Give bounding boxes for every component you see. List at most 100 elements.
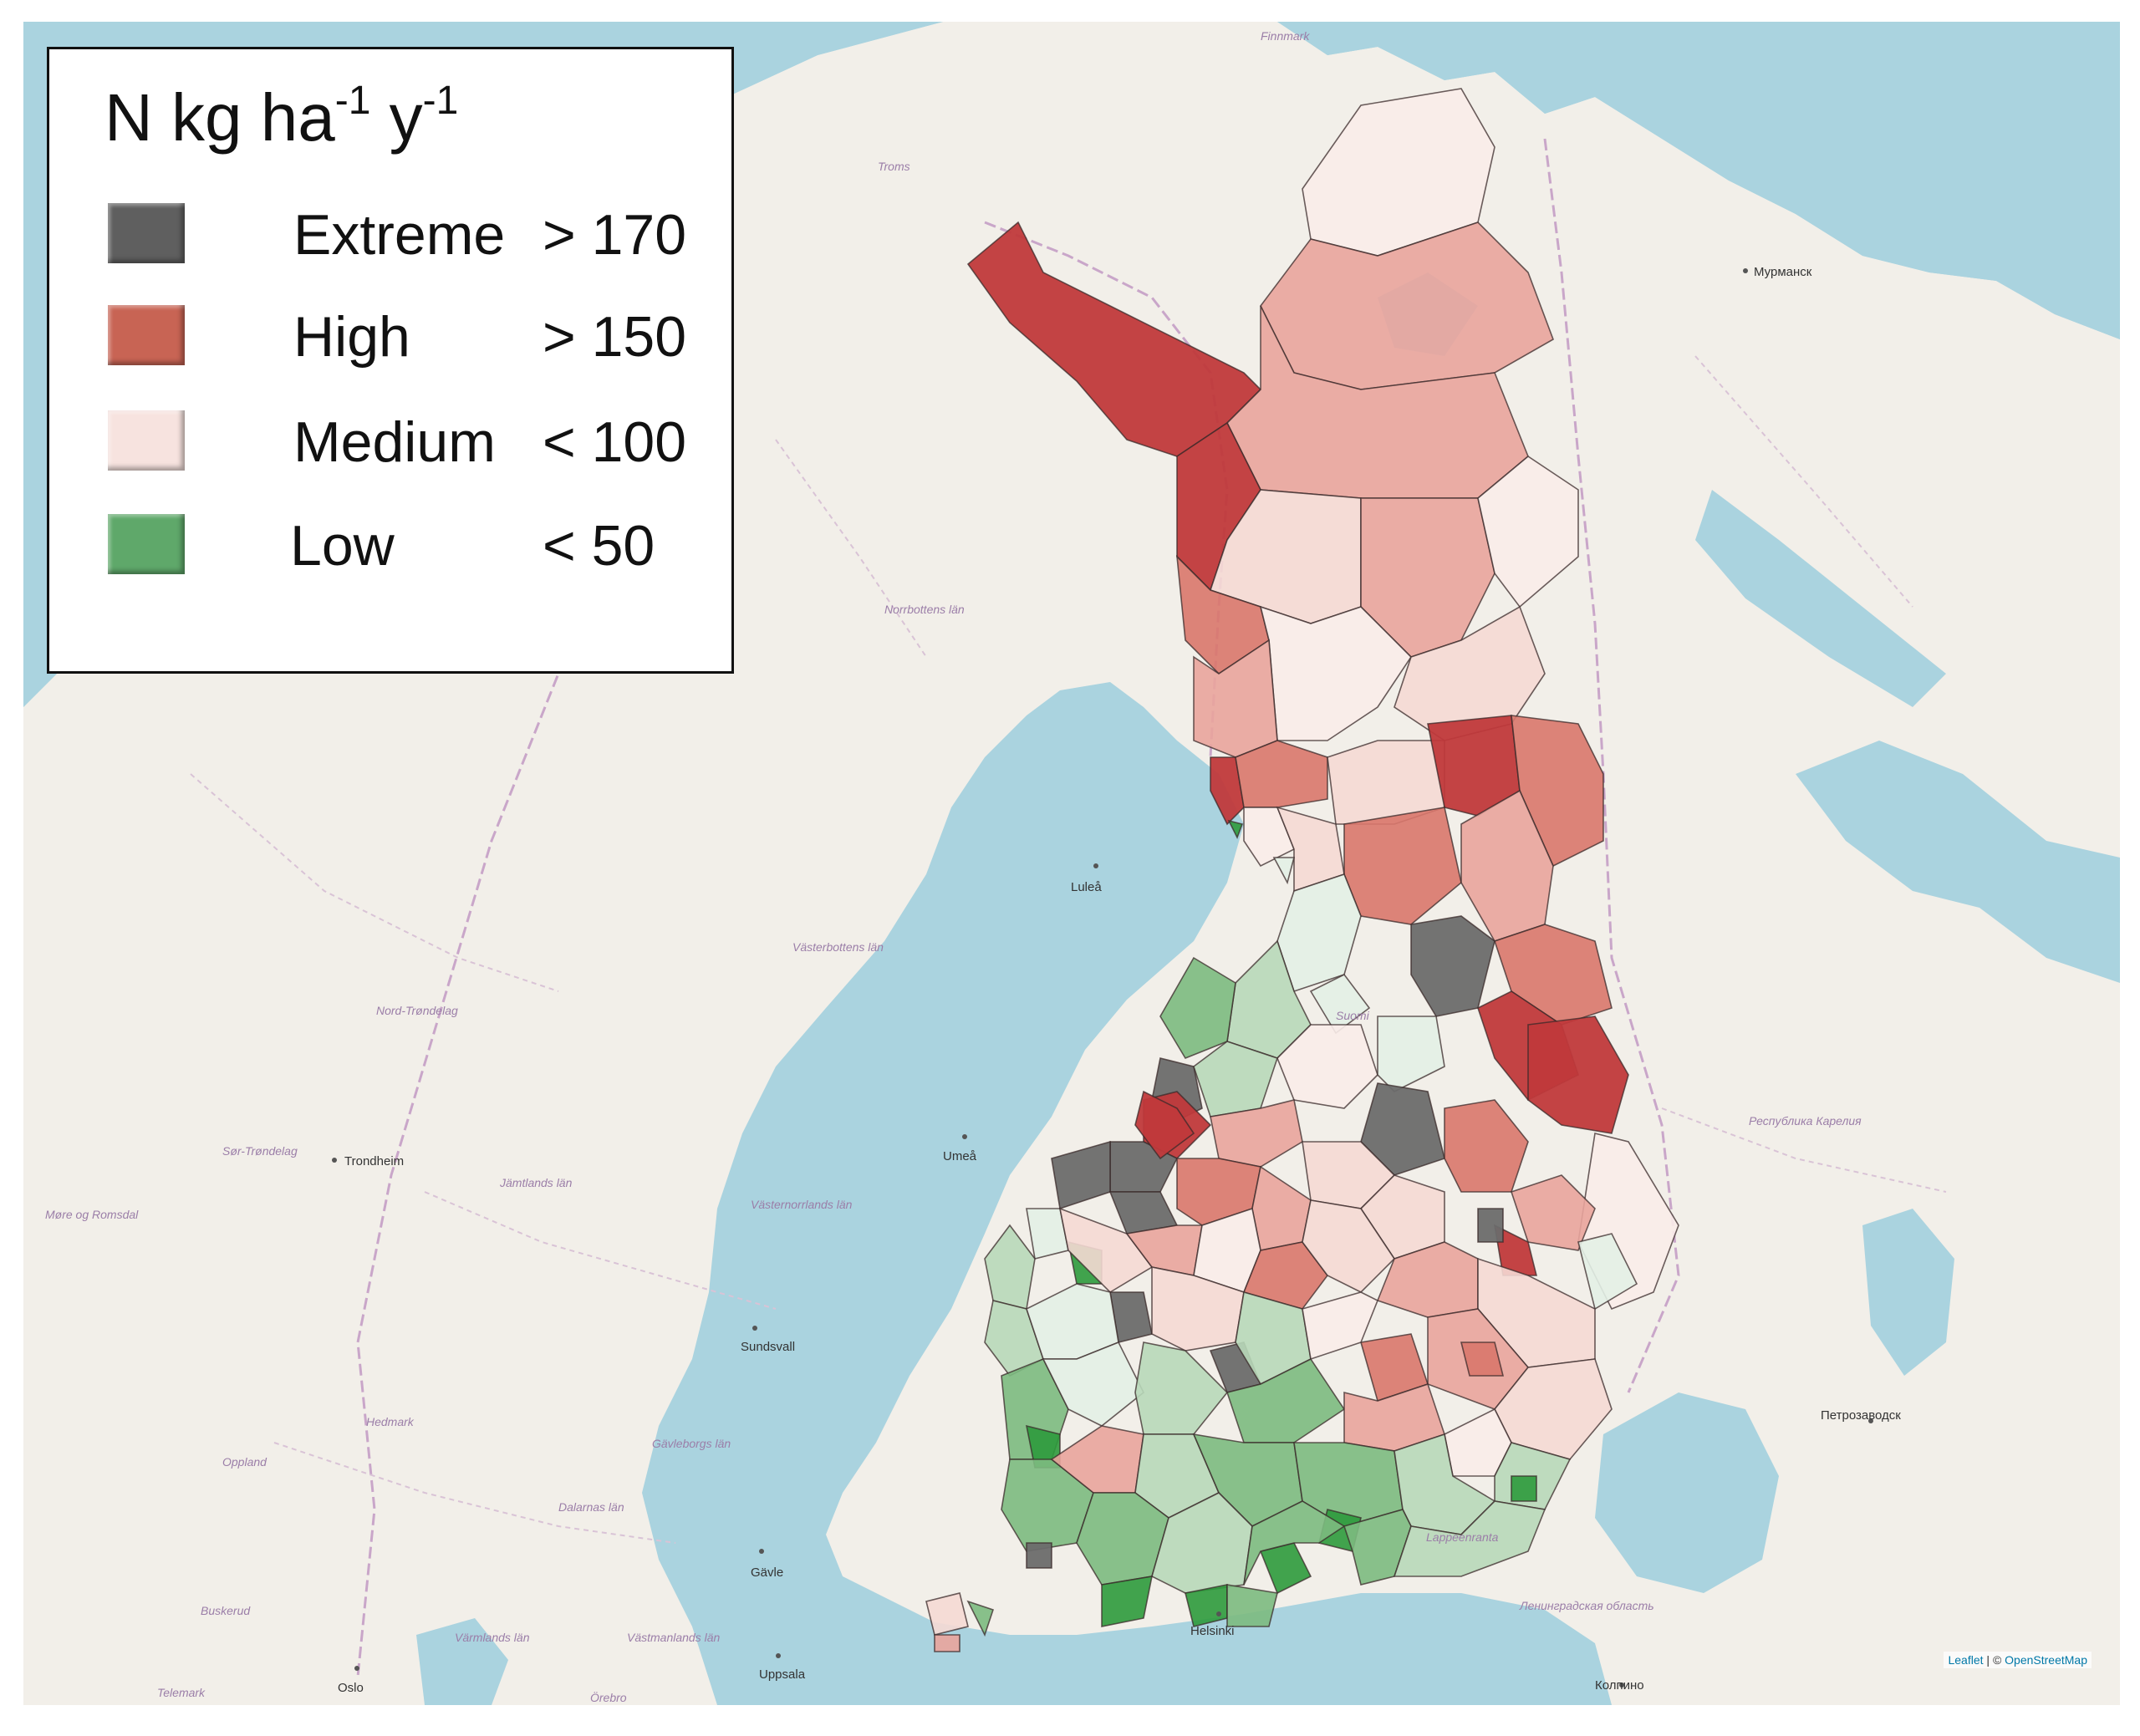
city-label-oslo: Oslo — [338, 1681, 364, 1695]
osm-link[interactable]: OpenStreetMap — [2005, 1653, 2087, 1667]
region-label: Troms — [878, 160, 910, 173]
city-label-lulea: Luleå — [1071, 880, 1102, 894]
lake-ladoga — [1595, 1392, 1779, 1593]
municipality[interactable] — [1377, 1016, 1445, 1092]
municipality[interactable] — [1193, 1041, 1279, 1117]
attribution-separator: | © — [1983, 1653, 2005, 1667]
legend-item-low: Low < 50 — [108, 514, 726, 578]
region-label: Västerbottens län — [792, 940, 884, 954]
municipality[interactable] — [1226, 1584, 1278, 1627]
municipality[interactable] — [1058, 1207, 1154, 1294]
region-label: Värmlands län — [455, 1631, 530, 1644]
municipality[interactable] — [1227, 819, 1244, 839]
municipality[interactable] — [1309, 973, 1371, 1035]
arctic-ocean — [1277, 22, 2120, 339]
region-label: Sør-Trøndelag — [222, 1144, 298, 1158]
region-label: Nord-Trøndelag — [376, 1004, 458, 1017]
legend-title-exp1: -1 — [334, 79, 371, 123]
city-label-sundsvall: Sundsvall — [741, 1340, 795, 1354]
municipality[interactable] — [1272, 857, 1296, 885]
region-label: Ленинградская область — [1519, 1599, 1654, 1612]
region-label: Lappeenranta — [1426, 1530, 1499, 1544]
lake-vanern — [416, 1618, 508, 1705]
white-sea — [1796, 741, 2120, 983]
region-label: Jämtlands län — [499, 1176, 573, 1189]
municipality[interactable] — [1460, 1341, 1505, 1377]
region-label: Finnmark — [1261, 29, 1310, 43]
legend-swatch-high — [108, 305, 185, 365]
municipality[interactable] — [1302, 1291, 1379, 1361]
city-label-gavle: Gävle — [751, 1565, 783, 1580]
region-label: Hedmark — [366, 1415, 415, 1428]
municipality[interactable] — [934, 1634, 960, 1652]
region-label: Västernorrlands län — [751, 1198, 853, 1211]
legend-title-exp2: -1 — [422, 79, 459, 123]
legend-item-extreme: Extreme > 170 — [108, 203, 726, 267]
legend-label-low: Low — [290, 514, 395, 578]
region-label: Västmanlands län — [627, 1631, 721, 1644]
region-line-2 — [424, 1191, 777, 1310]
city-label-uppsala: Uppsala — [759, 1667, 806, 1682]
city-label-kolpino: Колпино — [1595, 1678, 1644, 1693]
municipality[interactable] — [1477, 1208, 1504, 1243]
city-label-petrozavodsk: Петрозаводск — [1821, 1408, 1901, 1423]
region-label: Республика Карелия — [1749, 1114, 1862, 1128]
municipality[interactable] — [1360, 1082, 1445, 1176]
legend-title: N kg ha-1 y-1 — [104, 78, 458, 156]
city-labels: Luleå Umeå Trondheim Sundsvall Gävle Osl… — [332, 265, 1901, 1695]
region-label: Suomi — [1336, 1009, 1370, 1022]
region-label: Örebro — [590, 1690, 627, 1704]
municipality[interactable] — [925, 1592, 969, 1636]
municipality[interactable] — [1159, 956, 1236, 1059]
municipality[interactable] — [1477, 456, 1579, 608]
municipality[interactable] — [1394, 605, 1546, 741]
municipality[interactable] — [1577, 1233, 1638, 1311]
region-line-1 — [190, 773, 559, 992]
municipality[interactable] — [1242, 1241, 1328, 1310]
region-label: Telemark — [157, 1686, 206, 1699]
region-label: Gävleborgs län — [652, 1437, 731, 1450]
lake-kola — [1695, 490, 1946, 707]
map-attribution[interactable]: Leaflet | © OpenStreetMap — [1944, 1652, 2092, 1668]
region-line-5 — [1694, 355, 1913, 608]
legend-swatch-extreme — [108, 203, 185, 263]
municipality[interactable] — [1393, 1500, 1546, 1577]
region-labels: Finnmark Troms Norrbottens län Västerbot… — [45, 29, 1862, 1704]
legend-threshold-extreme: > 170 — [543, 203, 687, 267]
legend-swatch-medium — [108, 410, 185, 471]
municipality[interactable] — [1243, 1500, 1346, 1586]
municipality[interactable] — [1510, 1174, 1596, 1251]
municipality[interactable] — [1134, 1090, 1195, 1160]
region-label: Norrbottens län — [884, 603, 965, 616]
city-label-trondheim: Trondheim — [344, 1154, 404, 1168]
legend-item-high: High > 150 — [108, 305, 726, 369]
municipality[interactable] — [1511, 1475, 1537, 1502]
leaflet-link[interactable]: Leaflet — [1948, 1653, 1984, 1667]
region-label: Oppland — [222, 1455, 268, 1469]
municipality[interactable] — [1527, 1016, 1629, 1134]
city-label-helsinki: Helsinki — [1190, 1624, 1235, 1638]
legend-threshold-low: < 50 — [543, 514, 655, 578]
legend-title-base: N kg ha — [104, 80, 335, 155]
legend-label-extreme: Extreme — [293, 203, 506, 267]
map-legend: N kg ha-1 y-1 Extreme > 170 High > 150 M… — [47, 47, 734, 674]
municipality[interactable] — [1101, 1576, 1154, 1627]
legend-item-medium: Medium < 100 — [108, 410, 726, 474]
legend-title-mid: y — [370, 80, 423, 155]
city-label-murmansk: Мурманск — [1754, 265, 1812, 279]
region-line-4 — [775, 439, 927, 658]
choropleth-layer[interactable] — [925, 88, 1679, 1652]
region-label: Dalarnas län — [558, 1500, 624, 1514]
municipality[interactable] — [1026, 1542, 1052, 1569]
legend-threshold-high: > 150 — [543, 305, 687, 369]
region-label: Møre og Romsdal — [45, 1208, 139, 1221]
lake-onega — [1862, 1209, 1954, 1376]
municipality[interactable] — [1210, 756, 1245, 826]
city-label-umea: Umeå — [943, 1149, 977, 1163]
municipality[interactable] — [1493, 1224, 1538, 1276]
region-label: Buskerud — [201, 1604, 251, 1617]
legend-label-high: High — [293, 305, 410, 369]
municipality[interactable] — [966, 1600, 995, 1637]
legend-threshold-medium: < 100 — [543, 410, 687, 474]
region-line-6 — [1661, 1107, 1947, 1193]
